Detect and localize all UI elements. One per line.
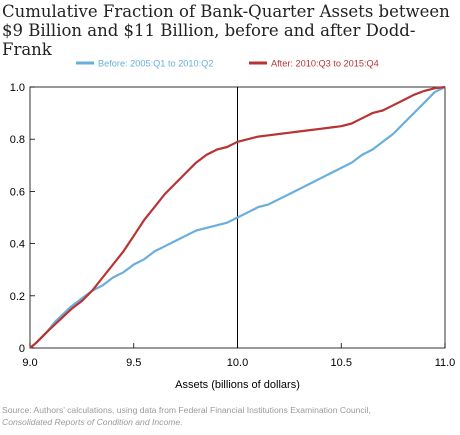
- chart-title-line-1: Cumulative Fraction of Bank-Quarter Asse…: [2, 2, 450, 21]
- x-axis-label: Assets (billions of dollars): [175, 379, 300, 391]
- source-note-line-1: Source: Authors’ calculations, using dat…: [2, 405, 371, 415]
- x-tick-label: 10.0: [227, 357, 248, 369]
- y-tick-label: 0: [19, 343, 25, 355]
- chart-title: Cumulative Fraction of Bank-Quarter Asse…: [2, 2, 458, 59]
- chart-legend: Before: 2005:Q1 to 2010:Q2 After: 2010:Q…: [76, 59, 379, 69]
- y-tick-label: 1.0: [10, 82, 25, 94]
- y-tick-label: 0.8: [10, 134, 25, 146]
- data-series: [29, 85, 446, 349]
- chart-title-line-2: $9 Billion and $11 Billion, before and a…: [2, 21, 416, 59]
- x-tick-label: 9.5: [126, 357, 141, 369]
- y-tick-label: 0.6: [10, 186, 25, 198]
- source-note-line-2: Consolidated Reports of Condition and In…: [2, 416, 183, 427]
- y-tick-label: 0.2: [10, 291, 25, 303]
- legend-label-before: Before: 2005:Q1 to 2010:Q2: [98, 59, 213, 69]
- x-tick-label: 10.5: [331, 357, 352, 369]
- y-axis: 0 0.2 0.4 0.6 0.8 1.0: [10, 82, 35, 355]
- x-tick-label: 11.0: [435, 357, 456, 369]
- legend-label-after: After: 2010:Q3 to 2015:Q4: [271, 59, 379, 69]
- y-tick-label: 0.4: [10, 239, 25, 251]
- source-note: Source: Authors’ calculations, using dat…: [2, 405, 458, 428]
- x-axis: 9.0 9.5 10.0 10.5 11.0: [22, 343, 455, 369]
- x-tick-label: 9.0: [22, 357, 37, 369]
- chart-canvas: Before: 2005:Q1 to 2010:Q2 After: 2010:Q…: [10, 59, 456, 392]
- series-line-after: [29, 85, 446, 349]
